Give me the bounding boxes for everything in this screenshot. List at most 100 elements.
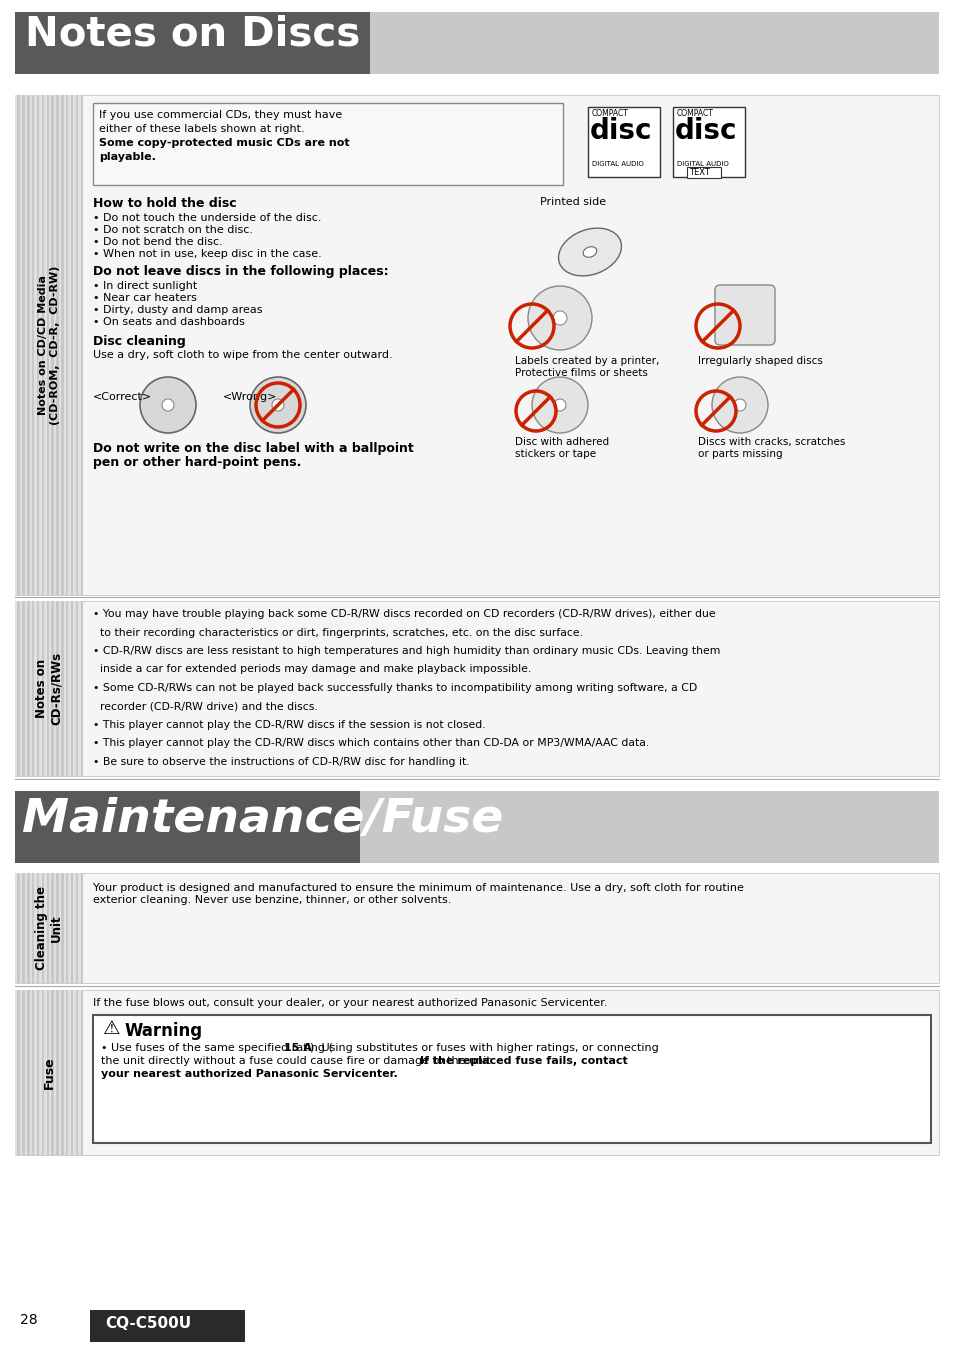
Bar: [66, 601, 69, 776]
Bar: [15, 791, 359, 863]
Bar: [22, 989, 25, 1155]
Circle shape: [733, 399, 745, 411]
Bar: [32, 989, 34, 1155]
Circle shape: [272, 399, 284, 411]
Text: ). Using substitutes or fuses with higher ratings, or connecting: ). Using substitutes or fuses with highe…: [310, 1043, 659, 1053]
Bar: [370, 12, 938, 74]
Text: • Be sure to observe the instructions of CD-R/RW disc for handling it.: • Be sure to observe the instructions of…: [92, 758, 469, 767]
Bar: [17, 601, 20, 776]
Bar: [27, 989, 30, 1155]
Bar: [17, 874, 20, 983]
Bar: [32, 874, 34, 983]
Bar: [42, 989, 44, 1155]
Bar: [75, 94, 78, 594]
Text: your nearest authorized Panasonic Servicenter.: your nearest authorized Panasonic Servic…: [101, 1069, 397, 1078]
Bar: [90, 1310, 245, 1343]
Text: DIGITAL AUDIO: DIGITAL AUDIO: [677, 160, 728, 167]
Text: Maintenance/Fuse: Maintenance/Fuse: [22, 797, 503, 842]
Bar: [37, 94, 39, 594]
Text: to their recording characteristics or dirt, fingerprints, scratches, etc. on the: to their recording characteristics or di…: [92, 628, 582, 638]
Text: Do not leave discs in the following places:: Do not leave discs in the following plac…: [92, 266, 388, 278]
Text: Do not write on the disc label with a ballpoint: Do not write on the disc label with a ba…: [92, 442, 414, 456]
Bar: [32, 601, 34, 776]
Bar: [80, 94, 83, 594]
Text: Disc with adhered: Disc with adhered: [515, 437, 608, 448]
Text: • CD-R/RW discs are less resistant to high temperatures and high humidity than o: • CD-R/RW discs are less resistant to hi…: [92, 646, 720, 656]
Text: • When not in use, keep disc in the case.: • When not in use, keep disc in the case…: [92, 249, 321, 259]
Bar: [80, 874, 83, 983]
Text: inside a car for extended periods may damage and make playback impossible.: inside a car for extended periods may da…: [92, 665, 531, 674]
Bar: [27, 874, 30, 983]
Text: Notes on
CD-Rs/RWs: Notes on CD-Rs/RWs: [35, 652, 63, 725]
Text: Some copy-protected music CDs are not: Some copy-protected music CDs are not: [99, 137, 349, 148]
Bar: [92, 102, 562, 185]
Text: COMPACT: COMPACT: [592, 109, 628, 119]
Bar: [47, 601, 49, 776]
Bar: [37, 601, 39, 776]
Bar: [75, 989, 78, 1155]
FancyBboxPatch shape: [714, 284, 774, 345]
Circle shape: [162, 399, 173, 411]
Bar: [672, 106, 744, 177]
Bar: [71, 601, 73, 776]
Text: • Near car heaters: • Near car heaters: [92, 293, 196, 303]
Text: either of these labels shown at right.: either of these labels shown at right.: [99, 124, 304, 133]
Text: Irregularly shaped discs: Irregularly shaped discs: [698, 356, 822, 367]
Bar: [66, 989, 69, 1155]
Circle shape: [554, 399, 565, 411]
Text: <Wrong>: <Wrong>: [223, 392, 277, 402]
Bar: [80, 601, 83, 776]
Bar: [51, 874, 53, 983]
Text: Cleaning the
Unit: Cleaning the Unit: [35, 886, 63, 971]
Text: • Do not touch the underside of the disc.: • Do not touch the underside of the disc…: [92, 213, 321, 222]
Bar: [17, 989, 20, 1155]
Circle shape: [553, 311, 566, 325]
Bar: [80, 989, 83, 1155]
Bar: [51, 989, 53, 1155]
Text: Discs with cracks, scratches: Discs with cracks, scratches: [698, 437, 844, 448]
Text: If the fuse blows out, consult your dealer, or your nearest authorized Panasonic: If the fuse blows out, consult your deal…: [92, 998, 607, 1008]
Bar: [0, 1305, 953, 1348]
Circle shape: [250, 377, 306, 433]
Bar: [71, 94, 73, 594]
Bar: [56, 601, 59, 776]
Text: DIGITAL AUDIO: DIGITAL AUDIO: [592, 160, 643, 167]
Text: COMPACT: COMPACT: [677, 109, 713, 119]
Circle shape: [527, 286, 592, 350]
Text: the unit directly without a fuse could cause fire or damage to the unit.: the unit directly without a fuse could c…: [101, 1055, 497, 1066]
Bar: [42, 94, 44, 594]
Bar: [15, 601, 83, 776]
Text: 28: 28: [20, 1313, 37, 1326]
Bar: [27, 94, 30, 594]
Text: • Do not scratch on the disc.: • Do not scratch on the disc.: [92, 225, 253, 235]
Text: • On seats and dashboards: • On seats and dashboards: [92, 317, 245, 328]
Bar: [37, 989, 39, 1155]
Text: Use a dry, soft cloth to wipe from the center outward.: Use a dry, soft cloth to wipe from the c…: [92, 350, 393, 360]
Bar: [92, 1015, 930, 1143]
Text: • Use fuses of the same specified rating (: • Use fuses of the same specified rating…: [101, 1043, 333, 1053]
Text: TEXT: TEXT: [688, 168, 709, 177]
Text: How to hold the disc: How to hold the disc: [92, 197, 236, 210]
Bar: [56, 989, 59, 1155]
Bar: [15, 94, 83, 594]
Bar: [61, 874, 64, 983]
Circle shape: [711, 377, 767, 433]
Text: Labels created by a printer,: Labels created by a printer,: [515, 356, 659, 367]
Text: • Do not bend the disc.: • Do not bend the disc.: [92, 237, 222, 247]
Text: Your product is designed and manufactured to ensure the minimum of maintenance. : Your product is designed and manufacture…: [92, 883, 743, 905]
Text: recorder (CD-R/RW drive) and the discs.: recorder (CD-R/RW drive) and the discs.: [92, 701, 317, 712]
Bar: [66, 874, 69, 983]
Bar: [47, 989, 49, 1155]
Text: • You may have trouble playing back some CD-R/RW discs recorded on CD recorders : • You may have trouble playing back some…: [92, 609, 715, 619]
Bar: [75, 601, 78, 776]
Bar: [51, 94, 53, 594]
Text: Fuse: Fuse: [43, 1057, 55, 1089]
Bar: [15, 874, 938, 983]
Bar: [359, 791, 938, 863]
Bar: [22, 874, 25, 983]
Bar: [15, 94, 938, 594]
Bar: [22, 94, 25, 594]
Text: disc: disc: [589, 117, 652, 146]
Text: <Correct>: <Correct>: [92, 392, 152, 402]
Text: • Dirty, dusty and damp areas: • Dirty, dusty and damp areas: [92, 305, 262, 315]
